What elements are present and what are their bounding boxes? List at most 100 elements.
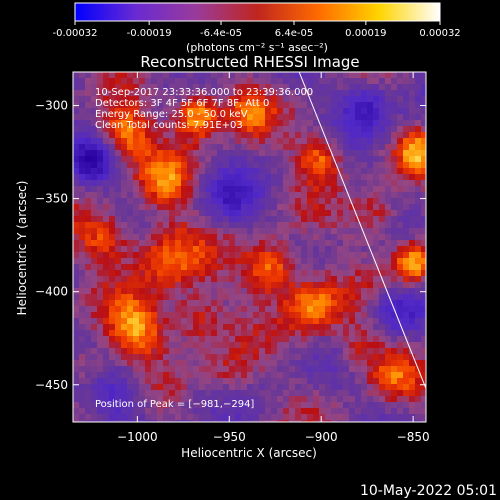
heatmap-cell: [373, 348, 380, 355]
heatmap-cell: [367, 390, 374, 397]
heatmap-cell: [163, 138, 170, 145]
heatmap-cell: [385, 318, 392, 325]
heatmap-cell: [133, 336, 140, 343]
heatmap-cell: [403, 120, 410, 127]
heatmap-cell: [283, 102, 290, 109]
heatmap-cell: [367, 288, 374, 295]
heatmap-cell: [241, 258, 248, 265]
heatmap-cell: [319, 306, 326, 313]
heatmap-cell: [79, 390, 86, 397]
heatmap-cell: [301, 318, 308, 325]
heatmap-cell: [199, 162, 206, 169]
heatmap-cell: [223, 240, 230, 247]
heatmap-cell: [337, 330, 344, 337]
heatmap-cell: [397, 84, 404, 91]
heatmap-cell: [409, 318, 416, 325]
heatmap-cell: [193, 192, 200, 199]
heatmap-cell: [79, 282, 86, 289]
heatmap-cell: [127, 348, 134, 355]
heatmap-cell: [79, 96, 86, 103]
heatmap-cell: [223, 90, 230, 97]
heatmap-cell: [415, 126, 422, 133]
heatmap-cell: [271, 348, 278, 355]
heatmap-cell: [73, 174, 80, 181]
heatmap-cell: [271, 216, 278, 223]
heatmap-cell: [139, 132, 146, 139]
heatmap-cell: [127, 192, 134, 199]
heatmap-cell: [223, 336, 230, 343]
heatmap-cell: [229, 216, 236, 223]
heatmap-cell: [193, 150, 200, 157]
heatmap-cell: [367, 192, 374, 199]
heatmap-cell: [169, 234, 176, 241]
heatmap-cell: [409, 192, 416, 199]
heatmap-cell: [415, 174, 422, 181]
heatmap-cell: [91, 246, 98, 253]
heatmap-cell: [193, 312, 200, 319]
heatmap-cell: [283, 186, 290, 193]
heatmap-cell: [205, 156, 212, 163]
heatmap-cell: [295, 156, 302, 163]
heatmap-cell: [355, 330, 362, 337]
heatmap-cell: [73, 390, 80, 397]
heatmap-cell: [355, 318, 362, 325]
heatmap-cell: [115, 192, 122, 199]
heatmap-cell: [265, 78, 272, 85]
heatmap-cell: [271, 318, 278, 325]
heatmap-cell: [421, 210, 426, 217]
heatmap-cell: [295, 318, 302, 325]
heatmap-cell: [91, 216, 98, 223]
heatmap-cell: [397, 258, 404, 265]
heatmap-cell: [259, 342, 266, 349]
heatmap-cell: [421, 234, 426, 241]
heatmap-cell: [73, 348, 80, 355]
heatmap-cell: [331, 330, 338, 337]
heatmap-cell: [241, 240, 248, 247]
heatmap-cell: [205, 132, 212, 139]
heatmap-cell: [373, 402, 380, 409]
heatmap-cell: [151, 252, 158, 259]
heatmap-cell: [313, 174, 320, 181]
heatmap-cell: [403, 408, 410, 415]
heatmap-cell: [343, 114, 350, 121]
heatmap-cell: [397, 402, 404, 409]
heatmap-cell: [373, 372, 380, 379]
heatmap-cell: [97, 246, 104, 253]
heatmap-cell: [199, 390, 206, 397]
heatmap-cell: [211, 144, 218, 151]
heatmap-cell: [379, 228, 386, 235]
heatmap-cell: [223, 252, 230, 259]
heatmap-cell: [373, 222, 380, 229]
heatmap-cell: [109, 324, 116, 331]
heatmap-cell: [103, 312, 110, 319]
heatmap-cell: [133, 378, 140, 385]
heatmap-cell: [367, 336, 374, 343]
heatmap-cell: [397, 96, 404, 103]
heatmap-cell: [169, 168, 176, 175]
heatmap-cell: [223, 84, 230, 91]
heatmap-cell: [307, 198, 314, 205]
heatmap-cell: [193, 72, 200, 79]
heatmap-cell: [343, 336, 350, 343]
heatmap-cell: [373, 342, 380, 349]
heatmap-cell: [319, 216, 326, 223]
heatmap-cell: [247, 78, 254, 85]
heatmap-cell: [181, 126, 188, 133]
heatmap-cell: [175, 282, 182, 289]
heatmap-cell: [247, 348, 254, 355]
heatmap-cell: [391, 144, 398, 151]
heatmap-cell: [391, 78, 398, 85]
heatmap-cell: [373, 126, 380, 133]
heatmap-cell: [247, 138, 254, 145]
heatmap-cell: [265, 294, 272, 301]
heatmap-cell: [313, 240, 320, 247]
heatmap-cell: [163, 246, 170, 253]
heatmap-cell: [283, 348, 290, 355]
heatmap-cell: [283, 336, 290, 343]
heatmap-cell: [187, 324, 194, 331]
heatmap-cell: [271, 240, 278, 247]
heatmap-cell: [175, 162, 182, 169]
heatmap-cell: [199, 228, 206, 235]
heatmap-cell: [331, 288, 338, 295]
